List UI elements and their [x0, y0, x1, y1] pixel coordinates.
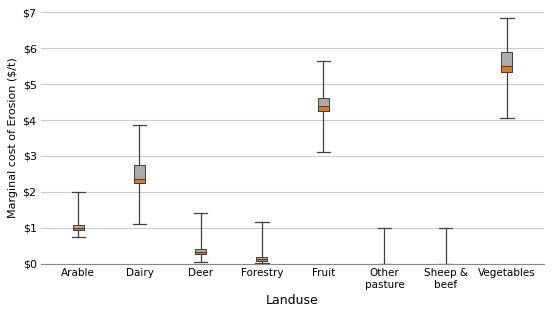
Y-axis label: Marginal cost of Erosion ($/t): Marginal cost of Erosion ($/t)	[8, 58, 18, 218]
X-axis label: Landuse: Landuse	[266, 294, 319, 307]
Bar	[257, 257, 268, 261]
Bar	[195, 249, 206, 254]
Bar	[318, 106, 328, 111]
Bar	[73, 228, 84, 230]
Bar	[257, 260, 268, 261]
Bar	[134, 165, 145, 183]
Bar	[501, 66, 512, 72]
Bar	[134, 179, 145, 183]
Bar	[73, 225, 84, 230]
Bar	[318, 98, 328, 111]
Bar	[195, 252, 206, 254]
Bar	[501, 52, 512, 72]
